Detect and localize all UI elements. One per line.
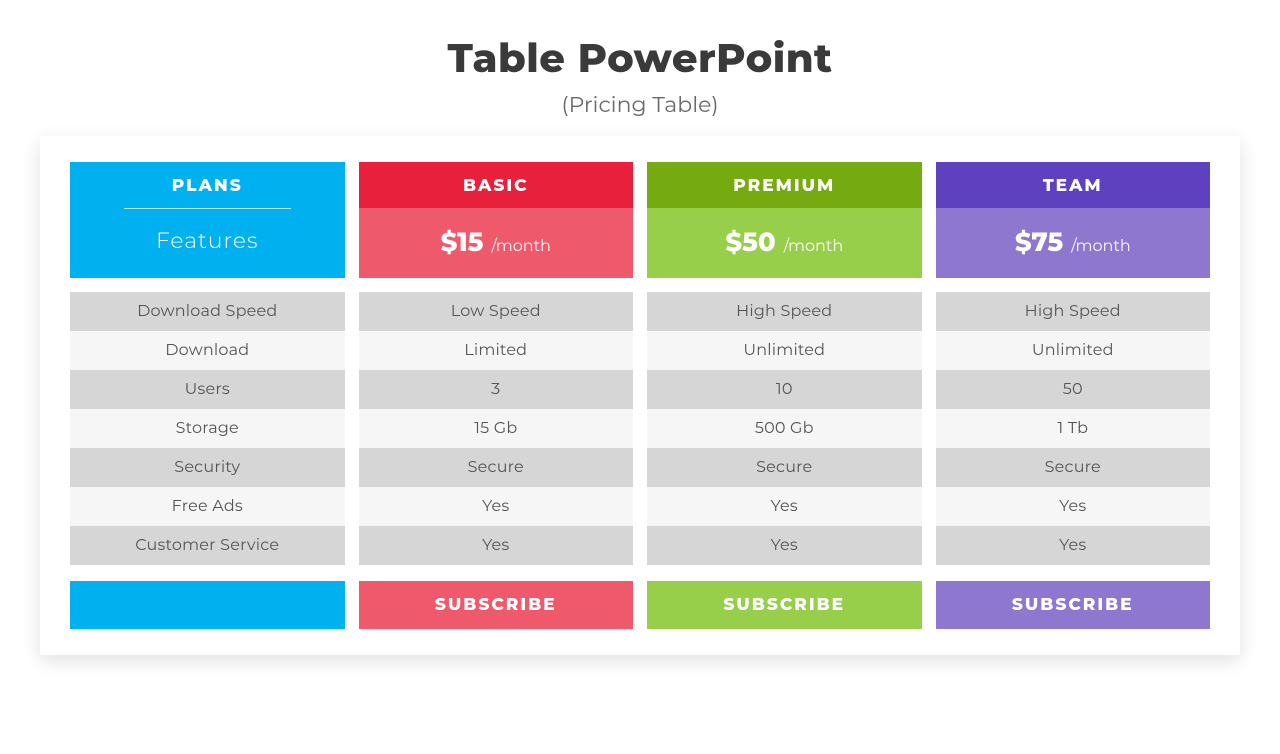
feature-value: Unlimited (647, 331, 922, 370)
feature-value: Yes (936, 487, 1211, 526)
pricing-grid: PLANS Features BASIC $15 /month PREMIUM … (70, 162, 1210, 629)
feature-label: Security (70, 448, 345, 487)
plan-header-basic: BASIC $15 /month (359, 162, 634, 278)
subscribe-button-premium[interactable]: SUBSCRIBE (647, 581, 922, 629)
plan-header-label: PREMIUM (647, 162, 922, 208)
feature-value: 1 Tb (936, 409, 1211, 448)
feature-value: Limited (359, 331, 634, 370)
pricing-card: PLANS Features BASIC $15 /month PREMIUM … (40, 136, 1240, 655)
feature-label: Users (70, 370, 345, 409)
feature-value: Yes (647, 526, 922, 565)
feature-value: Yes (359, 487, 634, 526)
feature-value: 15 Gb (359, 409, 634, 448)
price-amount: $15 (441, 226, 484, 258)
feature-value: 500 Gb (647, 409, 922, 448)
plan-price: $15 /month (359, 208, 634, 278)
feature-value: 50 (936, 370, 1211, 409)
subscribe-button-features (70, 581, 345, 629)
feature-label: Download (70, 331, 345, 370)
price-amount: $50 (725, 226, 775, 258)
feature-value: Yes (647, 487, 922, 526)
plan-header-features: PLANS Features (70, 162, 345, 278)
price-amount: $75 (1015, 226, 1063, 258)
features-label: Features (70, 209, 345, 274)
page-title: Table PowerPoint (0, 34, 1280, 83)
feature-value: Unlimited (936, 331, 1211, 370)
plan-header-label: PLANS (124, 162, 291, 209)
price-unit: /month (491, 237, 550, 256)
feature-value: Low Speed (359, 292, 634, 331)
plan-header-premium: PREMIUM $50 /month (647, 162, 922, 278)
feature-label: Storage (70, 409, 345, 448)
feature-value: 10 (647, 370, 922, 409)
price-unit: /month (784, 237, 843, 256)
plan-header-team: TEAM $75 /month (936, 162, 1211, 278)
plan-header-label: TEAM (936, 162, 1211, 208)
page-subtitle: (Pricing Table) (0, 91, 1280, 118)
feature-value: Secure (936, 448, 1211, 487)
feature-value: 3 (359, 370, 634, 409)
feature-value: Secure (647, 448, 922, 487)
feature-value: Yes (936, 526, 1211, 565)
feature-value: High Speed (936, 292, 1211, 331)
feature-value: High Speed (647, 292, 922, 331)
subscribe-button-team[interactable]: SUBSCRIBE (936, 581, 1211, 629)
plan-header-label: BASIC (359, 162, 634, 208)
feature-label: Free Ads (70, 487, 345, 526)
subscribe-button-basic[interactable]: SUBSCRIBE (359, 581, 634, 629)
plan-price: $50 /month (647, 208, 922, 278)
feature-label: Download Speed (70, 292, 345, 331)
price-unit: /month (1071, 237, 1130, 256)
feature-value: Yes (359, 526, 634, 565)
plan-price: $75 /month (936, 208, 1211, 278)
feature-label: Customer Service (70, 526, 345, 565)
feature-value: Secure (359, 448, 634, 487)
